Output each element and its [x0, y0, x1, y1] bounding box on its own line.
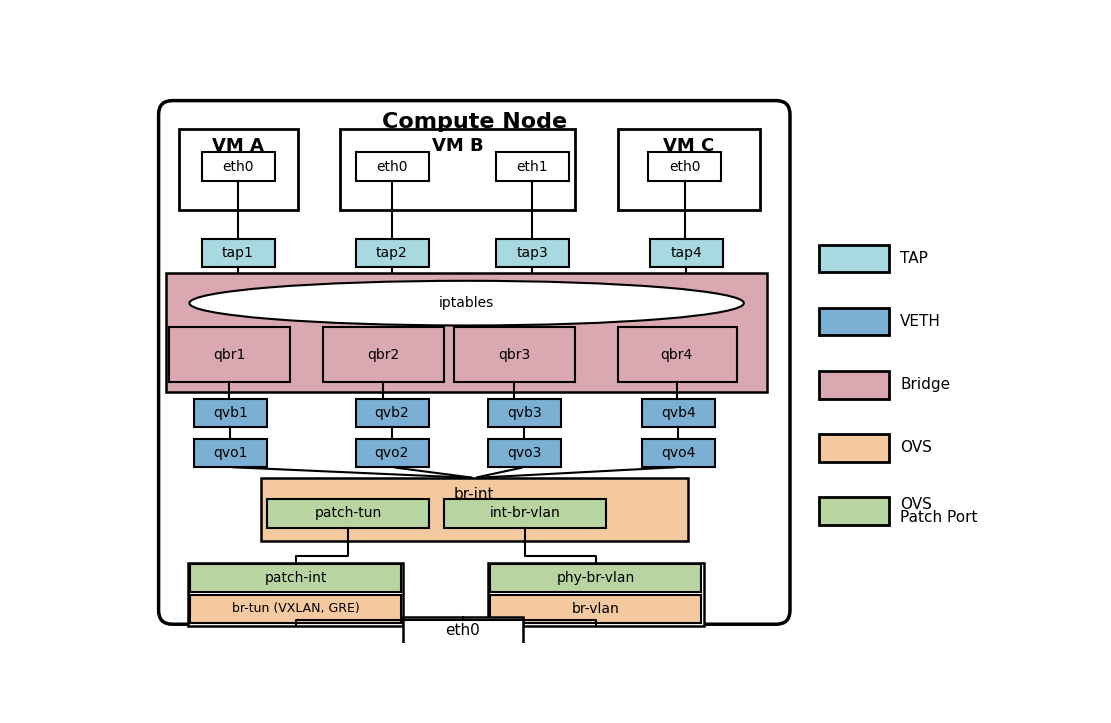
Text: TAP: TAP — [900, 251, 928, 266]
Text: eth0: eth0 — [669, 160, 700, 174]
FancyBboxPatch shape — [261, 478, 689, 541]
Text: qvb1: qvb1 — [213, 406, 248, 420]
FancyBboxPatch shape — [190, 595, 401, 623]
FancyBboxPatch shape — [194, 440, 267, 467]
FancyBboxPatch shape — [618, 327, 737, 382]
Ellipse shape — [189, 281, 743, 325]
FancyBboxPatch shape — [819, 371, 889, 398]
FancyBboxPatch shape — [194, 399, 267, 427]
FancyBboxPatch shape — [356, 399, 429, 427]
FancyBboxPatch shape — [819, 434, 889, 462]
Text: qbr2: qbr2 — [368, 348, 400, 362]
Text: tap3: tap3 — [517, 246, 548, 260]
Text: qvo3: qvo3 — [507, 446, 541, 461]
FancyBboxPatch shape — [496, 153, 569, 181]
Text: qvo2: qvo2 — [374, 446, 409, 461]
FancyBboxPatch shape — [356, 440, 429, 467]
FancyBboxPatch shape — [819, 244, 889, 273]
FancyBboxPatch shape — [444, 499, 605, 528]
Text: qbr1: qbr1 — [213, 348, 246, 362]
Text: Bridge: Bridge — [900, 377, 950, 393]
FancyBboxPatch shape — [202, 153, 274, 181]
FancyBboxPatch shape — [403, 617, 523, 644]
Text: br-tun (VXLAN, GRE): br-tun (VXLAN, GRE) — [232, 602, 360, 615]
FancyBboxPatch shape — [642, 440, 715, 467]
Text: qvb3: qvb3 — [507, 406, 542, 420]
FancyBboxPatch shape — [190, 564, 401, 592]
Text: int-br-vlan: int-br-vlan — [490, 506, 560, 521]
FancyBboxPatch shape — [649, 153, 721, 181]
Text: qvo4: qvo4 — [661, 446, 695, 461]
Text: qbr3: qbr3 — [498, 348, 530, 362]
FancyBboxPatch shape — [488, 440, 561, 467]
FancyBboxPatch shape — [169, 327, 290, 382]
Text: eth0: eth0 — [222, 160, 253, 174]
Text: phy-br-vlan: phy-br-vlan — [557, 571, 635, 585]
Text: qbr4: qbr4 — [661, 348, 693, 362]
Text: eth1: eth1 — [517, 160, 548, 174]
FancyBboxPatch shape — [267, 499, 429, 528]
Text: qvb4: qvb4 — [661, 406, 695, 420]
FancyBboxPatch shape — [179, 129, 298, 210]
Text: OVS: OVS — [900, 440, 932, 455]
Text: br-vlan: br-vlan — [572, 602, 620, 616]
FancyBboxPatch shape — [490, 564, 701, 592]
Text: Patch Port: Patch Port — [900, 510, 978, 525]
FancyBboxPatch shape — [340, 129, 575, 210]
FancyBboxPatch shape — [488, 399, 561, 427]
Text: eth0: eth0 — [377, 160, 408, 174]
Text: eth0: eth0 — [446, 623, 480, 638]
FancyBboxPatch shape — [819, 497, 889, 525]
Text: qvb2: qvb2 — [374, 406, 409, 420]
Text: OVS: OVS — [900, 497, 932, 513]
FancyBboxPatch shape — [490, 595, 701, 623]
FancyBboxPatch shape — [159, 100, 790, 624]
Text: Compute Node: Compute Node — [382, 112, 567, 132]
Text: qvo1: qvo1 — [213, 446, 248, 461]
FancyBboxPatch shape — [496, 239, 569, 267]
Text: tap2: tap2 — [376, 246, 408, 260]
Text: patch-tun: patch-tun — [314, 506, 382, 521]
FancyBboxPatch shape — [650, 239, 723, 267]
Text: patch-int: patch-int — [264, 571, 327, 585]
FancyBboxPatch shape — [167, 273, 767, 393]
FancyBboxPatch shape — [453, 327, 575, 382]
FancyBboxPatch shape — [356, 153, 429, 181]
FancyBboxPatch shape — [488, 562, 703, 626]
Text: br-int: br-int — [454, 487, 494, 502]
Text: VETH: VETH — [900, 314, 941, 329]
FancyBboxPatch shape — [642, 399, 715, 427]
Text: iptables: iptables — [439, 296, 494, 310]
FancyBboxPatch shape — [322, 327, 444, 382]
FancyBboxPatch shape — [618, 129, 760, 210]
FancyBboxPatch shape — [819, 308, 889, 335]
FancyBboxPatch shape — [188, 562, 403, 626]
Text: tap1: tap1 — [222, 246, 253, 260]
Text: tap4: tap4 — [670, 246, 702, 260]
FancyBboxPatch shape — [356, 239, 429, 267]
FancyBboxPatch shape — [202, 239, 274, 267]
Text: VM B: VM B — [431, 137, 483, 155]
Text: VM C: VM C — [663, 137, 714, 155]
Text: VM A: VM A — [212, 137, 263, 155]
